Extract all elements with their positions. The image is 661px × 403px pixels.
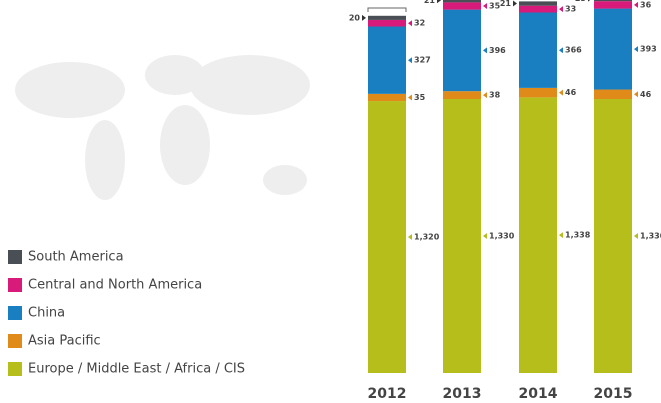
- label-arrow: [634, 1, 638, 8]
- bar-segment: [443, 99, 481, 374]
- bar-segment: [519, 1, 557, 6]
- legend-swatch: [8, 306, 22, 320]
- legend-swatch: [8, 278, 22, 292]
- bar-segment: [368, 101, 406, 373]
- value-label: 327: [414, 56, 431, 65]
- bar-segment: [519, 12, 557, 88]
- label-arrow: [362, 14, 366, 21]
- label-arrow: [483, 233, 487, 240]
- value-label: 1,330: [489, 232, 515, 241]
- value-label: 46: [640, 90, 652, 99]
- label-arrow: [559, 89, 563, 96]
- x-tick-label: 2014: [519, 386, 558, 402]
- x-tick-label: 2012: [368, 386, 407, 402]
- value-label: 32: [414, 19, 425, 28]
- bar-segment: [519, 97, 557, 373]
- label-arrow: [483, 3, 487, 10]
- label-arrow: [483, 92, 487, 99]
- label-arrow: [437, 0, 441, 4]
- value-label: 1,338: [565, 231, 591, 240]
- bar-segment: [594, 8, 632, 90]
- x-tick-label: 2015: [594, 386, 633, 402]
- legend-swatch: [8, 334, 22, 348]
- value-label: 46: [565, 88, 577, 97]
- label-arrow: [483, 47, 487, 54]
- bracket: [367, 7, 407, 12]
- value-label: 36: [640, 0, 652, 9]
- bar-segment: [594, 0, 632, 2]
- label-arrow: [559, 232, 563, 239]
- label-arrow: [408, 234, 412, 241]
- bar-segment: [443, 2, 481, 10]
- legend-swatch: [8, 362, 22, 376]
- value-label: 20: [349, 13, 361, 22]
- label-arrow: [588, 0, 591, 2]
- legend-label: Europe / Middle East / Africa / CIS: [28, 362, 245, 377]
- x-tick-label: 2013: [443, 386, 482, 402]
- label-arrow: [559, 6, 563, 13]
- world-map: [15, 55, 310, 200]
- bar-segment: [594, 1, 632, 9]
- bar-segment: [368, 19, 406, 27]
- value-label: 393: [640, 45, 657, 54]
- bar-segment: [368, 26, 406, 94]
- value-label: 38: [489, 91, 501, 100]
- label-arrow: [634, 91, 638, 98]
- bar-segment: [594, 99, 632, 374]
- legend-swatch: [8, 250, 22, 264]
- label-arrow: [513, 0, 517, 7]
- bar-segment: [443, 9, 481, 92]
- label-arrow: [408, 20, 412, 27]
- value-label: 35: [489, 2, 501, 11]
- legend-label: Central and North America: [28, 278, 202, 293]
- label-arrow: [559, 47, 563, 54]
- value-label: 21: [424, 0, 436, 5]
- value-label: 396: [489, 46, 506, 55]
- value-label: 25: [575, 0, 587, 3]
- bar-segment: [368, 93, 406, 102]
- value-label: 366: [565, 46, 582, 55]
- bar-segment: [443, 91, 481, 100]
- label-arrow: [408, 57, 412, 64]
- label-arrow: [634, 233, 638, 240]
- bar-segment: [519, 87, 557, 98]
- legend-label: Asia Pacific: [28, 334, 101, 349]
- bar-segment: [594, 89, 632, 100]
- value-label: 33: [565, 5, 576, 14]
- value-label: 35: [414, 93, 426, 102]
- bar-segment: [443, 0, 481, 3]
- value-label: 1,320: [414, 233, 440, 242]
- label-arrow: [634, 46, 638, 53]
- legend-label: China: [28, 306, 65, 321]
- bar-segment: [368, 15, 406, 20]
- value-label: 21: [500, 0, 512, 8]
- legend-label: South America: [28, 250, 124, 265]
- bar-segment: [519, 5, 557, 13]
- value-label: 1,330: [640, 232, 661, 241]
- label-arrow: [408, 94, 412, 101]
